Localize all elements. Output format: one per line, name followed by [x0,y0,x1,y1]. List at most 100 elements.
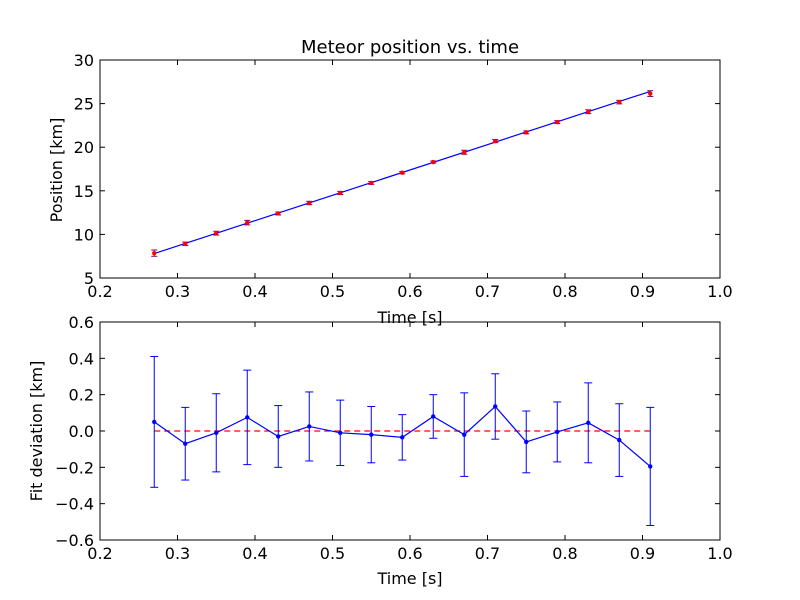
x-tick-label: 0.6 [397,282,422,301]
y-tick-label: 0.2 [69,386,94,405]
residual-point [212,393,221,473]
point-marker [183,441,188,446]
x-tick-label: 0.6 [397,544,422,563]
residual-point [398,414,407,461]
point-marker [524,130,529,135]
data-point [647,90,654,97]
x-tick-label: 0.7 [475,282,500,301]
data-point [523,130,530,135]
point-marker [338,430,343,436]
point-marker [369,432,374,437]
data-point [554,119,561,125]
residual-point [243,369,252,466]
y-tick-label: 5 [84,269,94,288]
point-marker [431,159,436,165]
point-marker [400,435,405,440]
data-point [337,190,344,196]
plot-frame [99,321,721,541]
y-axis-label: Position [km] [47,118,66,223]
point-marker [245,415,250,420]
data-point [244,219,251,226]
point-marker [648,464,653,469]
data-point [151,249,158,257]
data-point [306,200,313,206]
residual-point [491,373,500,440]
point-marker [152,250,157,256]
x-tick-label: 0.7 [475,544,500,563]
residual-point [615,403,624,477]
point-marker [307,424,312,429]
residual-point [429,394,438,439]
data-point [213,230,220,236]
point-marker [586,109,591,114]
point-marker [276,434,281,439]
x-tick-label: 0.5 [320,282,345,301]
chart-title: Meteor position vs. time [301,37,519,58]
x-tick-label: 0.3 [165,544,190,563]
y-tick-label: 25 [74,95,94,114]
point-marker [338,190,343,196]
x-tick-label: 0.5 [320,544,345,563]
y-tick-label: 10 [74,225,94,244]
y-tick-label: 20 [74,138,94,157]
x-tick-label: 0.9 [630,282,655,301]
point-marker [400,170,405,175]
point-marker [214,430,219,436]
point-marker [369,180,374,186]
plot-frame [99,59,721,279]
point-marker [617,437,622,443]
x-tick-label: 0.8 [552,544,577,563]
point-marker [555,119,560,125]
point-marker [462,432,467,437]
y-tick-label: 0.6 [69,313,94,332]
data-marks [151,90,654,257]
point-marker [431,414,436,419]
data-point [616,99,623,105]
point-marker [617,99,622,105]
residual-point [181,406,190,481]
data-point [368,180,375,186]
point-marker [648,91,653,96]
point-marker [493,404,498,409]
x-tick-label: 1.0 [707,544,732,563]
position-chart: Meteor position vs. time Position [km] T… [47,37,733,327]
x-tick-label: 0.2 [87,544,112,563]
x-tick-label: 0.9 [630,544,655,563]
point-marker [462,150,467,155]
deviation-chart: Fit deviation [km] Time [s] 0.2 0.3 0.4 0.5… [27,313,733,588]
x-tick-label: 0.8 [552,282,577,301]
point-marker [493,138,498,144]
data-point [182,241,189,247]
y-tick-label: 0.0 [69,422,94,441]
residual-point [553,401,562,463]
residual-point [367,405,376,464]
x-axis-label: Time [s] [376,569,442,588]
residual-point [584,382,593,464]
residual-point [274,405,283,468]
y-tick-label: −0.4 [55,495,94,514]
x-tick-label: 0.4 [242,544,267,563]
residual-point [336,399,345,467]
point-marker [214,230,219,236]
data-point [275,211,282,216]
point-marker [245,220,250,225]
x-tick-label: 0.2 [87,282,112,301]
point-marker [276,211,281,216]
x-tick-label: 1.0 [707,282,732,301]
tick-group: 0.2 0.3 0.4 0.5 0.6 0.7 0.8 0.9 1.0 5 10 15 20 25 30 [74,51,733,301]
residual-point [305,391,314,462]
residual-point [646,406,655,526]
data-marks [150,356,655,526]
data-point [430,159,437,165]
data-point [492,138,499,144]
point-marker [586,420,591,426]
y-tick-label: 30 [74,51,94,70]
residual-point [150,356,159,488]
data-point [461,149,468,155]
y-tick-label: 0.4 [69,349,94,368]
point-marker [152,419,157,425]
point-marker [307,200,312,206]
residual-point [522,410,531,474]
